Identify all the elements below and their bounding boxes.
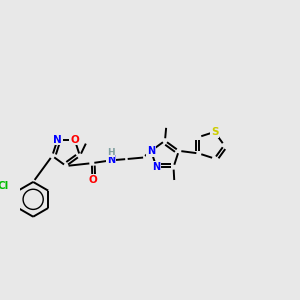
Text: N: N (107, 155, 115, 165)
Text: Cl: Cl (0, 182, 8, 191)
Text: S: S (211, 127, 218, 137)
Text: N: N (152, 162, 160, 172)
Text: N: N (147, 146, 155, 156)
Text: N: N (53, 135, 62, 145)
Text: H: H (107, 148, 115, 157)
Text: O: O (88, 175, 97, 185)
Text: O: O (70, 135, 79, 145)
